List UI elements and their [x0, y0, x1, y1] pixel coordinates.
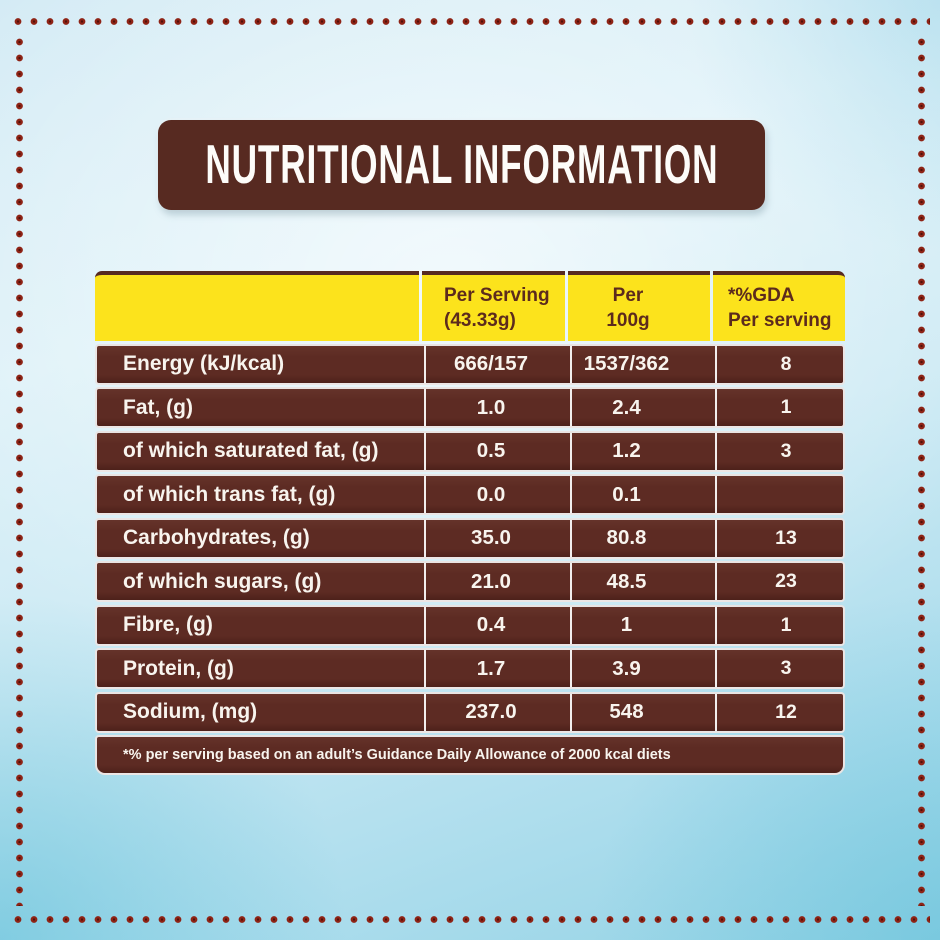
nutrition-table: Per Serving (43.33g) Per 100g *%GDA Per … — [95, 271, 845, 775]
row-per-serving-value: 666/157 — [424, 345, 570, 383]
header-cell-per-serving: Per Serving (43.33g) — [422, 271, 565, 341]
table-footnote: *% per serving based on an adult’s Guida… — [95, 735, 845, 775]
row-label: Fat, (g) — [123, 395, 193, 419]
row-per-serving-value: 0.5 — [424, 432, 570, 470]
table-row-saturated-fat: of which saturated fat, (g) 0.5 1.2 3 — [95, 430, 847, 472]
header-cell-gda: *%GDA Per serving — [713, 271, 845, 341]
row-per-serving-value: 0.0 — [424, 476, 570, 513]
table-row-carbohydrates: Carbohydrates, (g) 35.0 80.8 13 — [95, 517, 847, 559]
row-per-100g-value: 3.9 — [570, 650, 715, 687]
row-gda-value: 13 — [715, 519, 847, 557]
row-per-100g-value: 548 — [570, 693, 715, 731]
dotted-border-bottom — [10, 915, 930, 924]
row-per-100g-value: 2.4 — [570, 389, 715, 426]
row-per-100g-value: 48.5 — [570, 563, 715, 600]
row-gda-value: 1 — [715, 606, 847, 644]
footnote-text: *% per serving based on an adult’s Guida… — [123, 747, 671, 763]
dotted-border-top — [10, 17, 930, 26]
header-cell-per-100g: Per 100g — [568, 271, 710, 341]
header-cell-blank — [95, 271, 419, 341]
row-gda-value: 23 — [715, 563, 847, 600]
row-gda-value: 8 — [715, 345, 847, 383]
table-row-fat: Fat, (g) 1.0 2.4 1 — [95, 387, 845, 428]
header-per-serving-line1: Per Serving — [444, 285, 550, 306]
table-header-row: Per Serving (43.33g) Per 100g *%GDA Per … — [95, 271, 845, 341]
row-per-serving-value: 1.0 — [424, 389, 570, 426]
row-per-100g-value: 1537/362 — [570, 345, 715, 383]
header-gda-line1: *%GDA — [728, 285, 795, 306]
row-gda-value: 1 — [715, 389, 847, 426]
row-label: of which sugars, (g) — [123, 569, 322, 593]
row-per-100g-value: 0.1 — [570, 476, 715, 513]
header-gda-line2: Per serving — [728, 310, 832, 331]
row-gda-value: 12 — [715, 693, 847, 731]
table-row-sugars: of which sugars, (g) 21.0 48.5 23 — [95, 561, 845, 602]
dotted-border-left — [15, 34, 24, 906]
row-per-100g-value: 1.2 — [570, 432, 715, 470]
table-row-trans-fat: of which trans fat, (g) 0.0 0.1 — [95, 474, 845, 515]
row-gda-value: 3 — [715, 650, 847, 687]
header-per-100g-line2: 100g — [606, 310, 650, 331]
row-label: Carbohydrates, (g) — [123, 526, 310, 549]
table-row-sodium: Sodium, (mg) 237.0 548 12 — [95, 691, 847, 733]
row-per-serving-value: 237.0 — [424, 693, 570, 731]
row-per-serving-value: 0.4 — [424, 606, 570, 644]
title-banner: NUTRITIONAL INFORMATION — [158, 120, 765, 210]
row-label: Sodium, (mg) — [123, 700, 258, 723]
header-per-serving-line2: (43.33g) — [444, 310, 516, 331]
row-gda-value: 3 — [715, 432, 847, 470]
table-row-fibre: Fibre, (g) 0.4 1 1 — [95, 604, 847, 646]
row-per-100g-value: 1 — [570, 606, 715, 644]
row-label: of which saturated fat, (g) — [123, 439, 379, 462]
row-per-serving-value: 35.0 — [424, 519, 570, 557]
row-gda-value — [715, 476, 847, 513]
row-label: of which trans fat, (g) — [123, 482, 336, 506]
row-per-serving-value: 1.7 — [424, 650, 570, 687]
header-per-100g-line1: Per — [612, 285, 644, 306]
row-per-serving-value: 21.0 — [424, 563, 570, 600]
row-label: Protein, (g) — [123, 656, 234, 680]
table-row-protein: Protein, (g) 1.7 3.9 3 — [95, 648, 845, 689]
row-per-100g-value: 80.8 — [570, 519, 715, 557]
page-title: NUTRITIONAL INFORMATION — [204, 133, 719, 196]
row-label: Fibre, (g) — [123, 613, 213, 636]
dotted-border-right — [917, 34, 926, 906]
table-row-energy: Energy (kJ/kcal) 666/157 1537/362 8 — [95, 343, 847, 385]
row-label: Energy (kJ/kcal) — [123, 352, 285, 375]
